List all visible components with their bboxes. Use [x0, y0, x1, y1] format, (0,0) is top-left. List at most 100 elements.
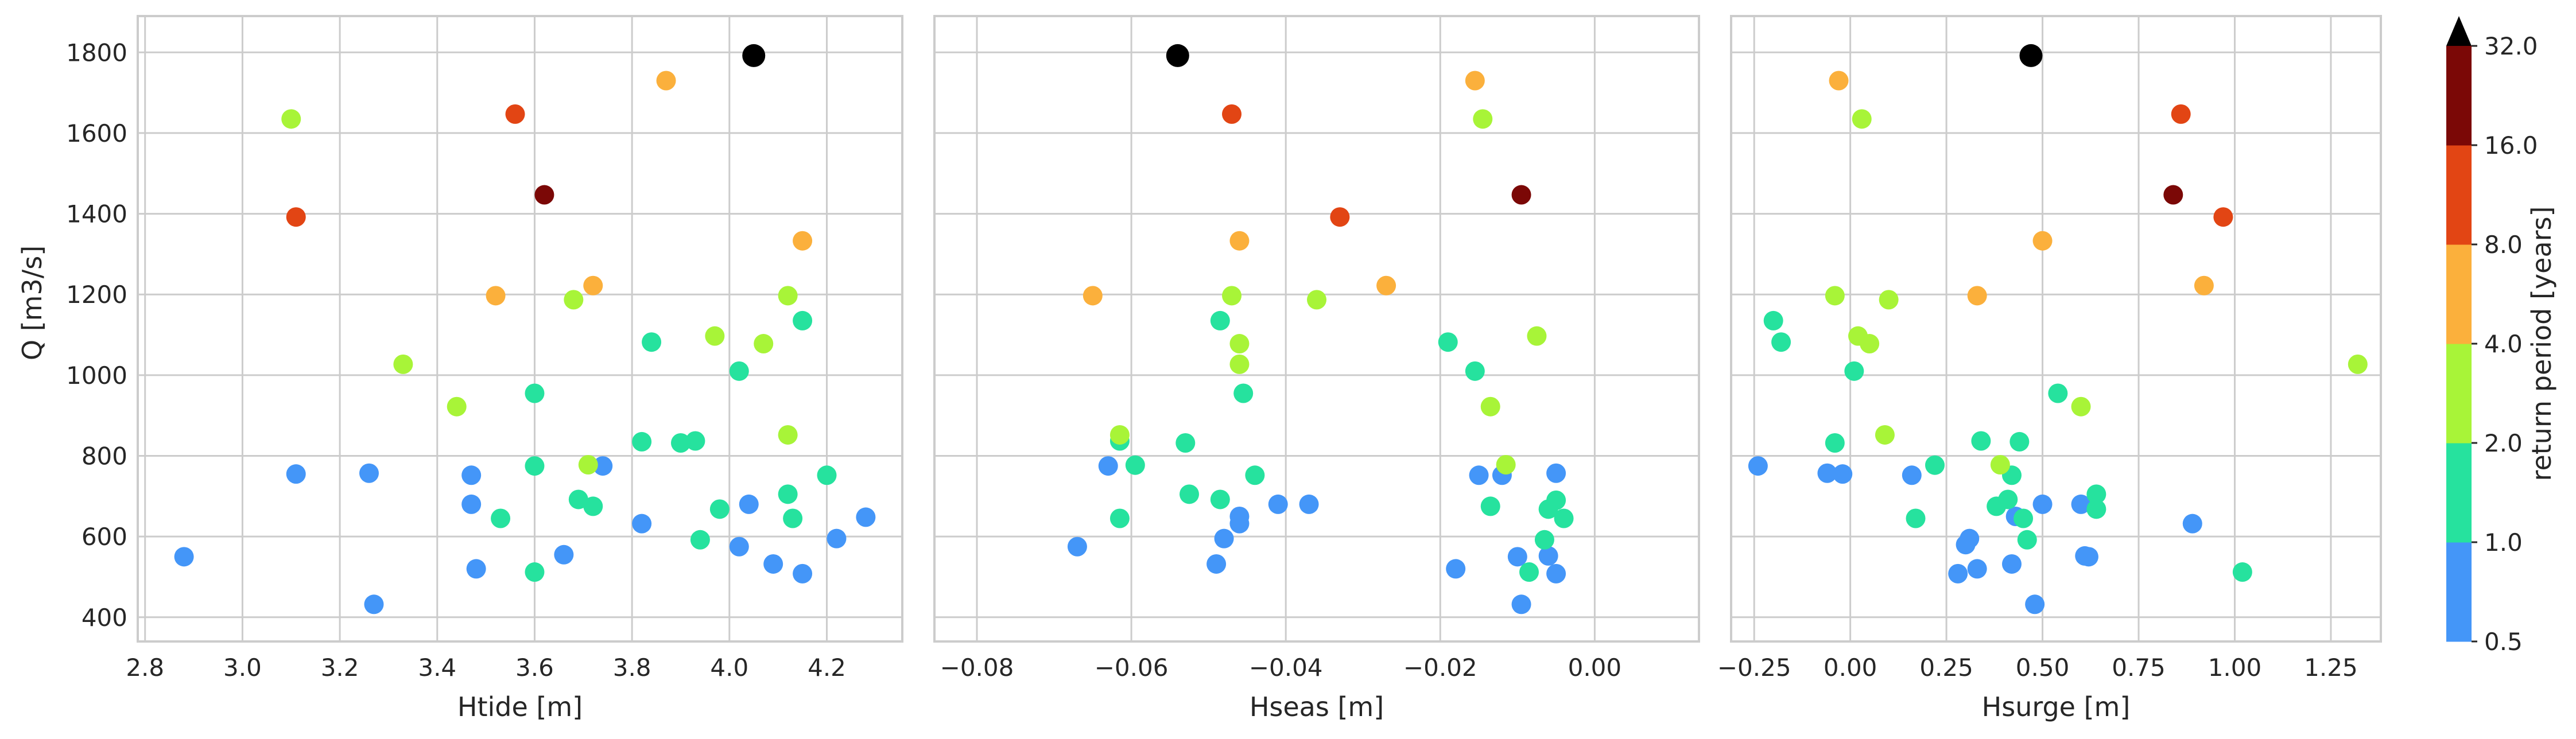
data-point	[359, 463, 379, 483]
data-point	[1554, 508, 1574, 528]
data-point	[1771, 332, 1791, 352]
data-point	[534, 185, 554, 205]
data-point	[763, 554, 783, 574]
data-point	[1875, 425, 1895, 445]
colorbar-tick-label: 0.5	[2484, 628, 2523, 656]
data-point	[1960, 528, 1980, 549]
data-point	[1829, 71, 1849, 91]
data-point	[1083, 286, 1103, 306]
data-point	[1229, 231, 1250, 251]
data-point	[705, 326, 725, 346]
data-point	[685, 431, 705, 451]
data-point	[1546, 463, 1566, 483]
x-axis-label: Hseas [m]	[1250, 691, 1384, 722]
data-point	[491, 508, 511, 528]
x-tick-label: 4.0	[710, 654, 748, 682]
data-point	[1180, 484, 1199, 504]
data-point	[827, 528, 847, 549]
data-point	[754, 334, 774, 354]
colorbar-tick-label: 32.0	[2484, 32, 2538, 60]
data-point	[1067, 536, 1087, 557]
data-point	[2232, 562, 2252, 582]
data-point	[1176, 433, 1196, 453]
data-point	[783, 508, 803, 528]
data-point	[1527, 326, 1547, 346]
panel-3: −0.25 0.00 0.25 0.50 0.75 1.00 1.25 Hsurge [m]	[1717, 15, 2382, 722]
data-point	[1268, 494, 1288, 514]
x-tick-label: −0.25	[1717, 654, 1791, 682]
data-point	[525, 383, 545, 403]
data-point	[1511, 594, 1531, 614]
plot-frame	[137, 15, 903, 643]
y-tick-label: 400	[82, 604, 127, 632]
data-point	[817, 465, 837, 485]
data-point	[1446, 559, 1466, 579]
data-point	[1507, 547, 1527, 567]
data-point	[593, 456, 613, 476]
data-point	[486, 286, 506, 306]
x-tick-label: −0.02	[1403, 654, 1477, 682]
data-point	[2009, 431, 2030, 452]
data-point	[2048, 383, 2068, 403]
data-point	[1748, 456, 1768, 476]
colorbar-tick-label: 8.0	[2484, 231, 2523, 259]
data-point	[793, 231, 813, 251]
data-point	[2025, 594, 2045, 614]
data-point	[1990, 454, 2010, 474]
data-point	[583, 496, 603, 516]
data-point	[1376, 275, 1396, 295]
data-point	[1519, 562, 1539, 582]
data-point	[709, 499, 730, 519]
data-point	[1860, 334, 1880, 354]
data-point	[1852, 109, 1872, 129]
data-point	[583, 275, 603, 295]
data-point	[1534, 530, 1554, 550]
y-tick-label: 800	[82, 442, 127, 470]
data-point	[1210, 489, 1230, 509]
data-point	[1299, 494, 1319, 514]
x-tick-label: 3.6	[515, 654, 554, 682]
y-axis-label: Q [m3/s]	[17, 246, 48, 360]
data-point	[739, 494, 759, 514]
data-point	[1438, 332, 1458, 352]
data-point	[1206, 554, 1227, 574]
x-tick-label: 3.8	[613, 654, 651, 682]
data-point	[793, 310, 813, 330]
colorbar-label: return period [years]	[2526, 207, 2557, 481]
data-point	[1465, 361, 1485, 381]
data-point	[564, 290, 584, 310]
y-tick-label: 1200	[66, 281, 127, 309]
data-point	[793, 563, 813, 584]
colorbar-tick-label: 1.0	[2484, 528, 2523, 557]
data-point	[670, 433, 690, 453]
data-point	[1125, 455, 1145, 475]
y-tick-label: 600	[82, 523, 127, 551]
data-point	[1879, 290, 1899, 310]
data-point	[632, 431, 652, 452]
x-tick-label: 3.0	[223, 654, 262, 682]
colorbar-segment	[2446, 46, 2472, 146]
data-point	[1925, 455, 1945, 475]
x-tick-label: −0.08	[940, 654, 1014, 682]
data-point	[1229, 354, 1250, 374]
colorbar-segment	[2446, 145, 2472, 245]
colorbar: 0.5 1.0 2.0 4.0 8.0 16.0 32.0 return period [ye…	[2446, 16, 2557, 656]
data-point	[778, 484, 798, 504]
data-point	[2001, 554, 2022, 574]
colorbar-extension	[2446, 16, 2472, 46]
x-tick-label: 0.00	[1568, 654, 1622, 682]
x-tick-label: 1.25	[2304, 654, 2358, 682]
data-point	[1166, 44, 1189, 67]
colorbar-segment	[2446, 244, 2472, 344]
data-point	[1546, 490, 1566, 510]
colorbar-tick-label: 2.0	[2484, 429, 2523, 457]
data-point	[1469, 465, 1489, 485]
colorbar-segment	[2446, 542, 2472, 642]
colorbar-segment	[2446, 344, 2472, 444]
data-point	[2014, 508, 2034, 528]
data-point	[1245, 465, 1265, 485]
data-point	[2017, 530, 2037, 550]
panel-1: 400 600 800 1000 1200 1400 1600 1800 2.8 3.0 3.2 3.…	[66, 15, 903, 722]
x-tick-label: 0.25	[1919, 654, 1973, 682]
data-point	[1967, 559, 1987, 579]
